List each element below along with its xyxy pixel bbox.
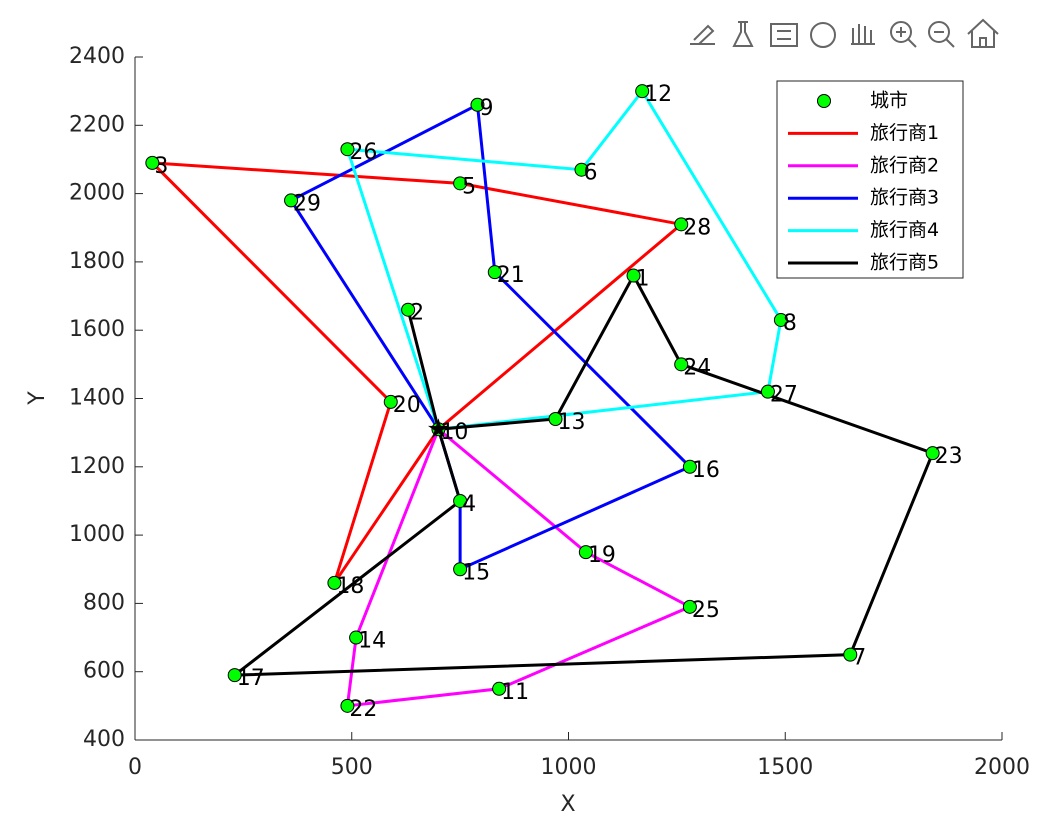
x-tick-label: 1000	[541, 755, 597, 780]
city-marker	[284, 193, 299, 208]
depot-marker	[427, 418, 449, 439]
y-tick-label: 2000	[69, 181, 125, 206]
city-marker	[453, 493, 468, 508]
city-label: 22	[349, 697, 377, 722]
x-tick-label: 2000	[974, 755, 1030, 780]
city-label: 4	[462, 492, 476, 517]
city-marker	[453, 562, 468, 577]
city-label: 27	[770, 383, 798, 408]
city-label: 18	[336, 574, 364, 599]
city-marker	[340, 698, 355, 713]
tool-zoom-in[interactable]	[890, 21, 912, 43]
city-label: 19	[588, 543, 616, 568]
toolbar[interactable]	[690, 18, 999, 48]
city-marker	[492, 681, 507, 696]
city-label: 3	[154, 154, 168, 179]
city-marker	[401, 302, 416, 317]
city-label: 21	[497, 263, 525, 288]
legend-label: 旅行商3	[870, 187, 939, 209]
city-label: 8	[783, 311, 797, 336]
city-label: 5	[462, 174, 476, 199]
city-label: 6	[584, 161, 598, 186]
city-label: 24	[683, 355, 711, 380]
tool-pan[interactable]	[851, 24, 875, 45]
city-marker	[773, 312, 788, 327]
tool-zoom-out[interactable]	[928, 21, 950, 43]
city-label: 12	[644, 82, 672, 107]
y-tick-label: 1600	[69, 317, 125, 342]
city-label: 11	[501, 680, 529, 705]
y-tick-label: 1400	[69, 386, 125, 411]
route	[288, 102, 693, 572]
tool-home[interactable]	[967, 18, 999, 48]
legend-label: 旅行商2	[870, 154, 939, 176]
x-axis-label: X	[560, 792, 575, 817]
city-label: 7	[852, 646, 866, 671]
city-marker	[626, 268, 641, 283]
city-label: 1	[636, 267, 650, 292]
city-label: 2	[410, 301, 424, 326]
city-marker	[227, 668, 242, 683]
tool-legend[interactable]	[770, 23, 798, 47]
legend-label: 旅行商1	[870, 122, 939, 144]
city-marker	[340, 142, 355, 157]
x-tick-label: 500	[331, 755, 373, 780]
city-marker	[674, 217, 689, 232]
city-label: 25	[692, 598, 720, 623]
y-tick-label: 800	[83, 590, 125, 615]
city-marker	[349, 630, 364, 645]
city-marker	[578, 545, 593, 560]
tool-rotate[interactable]	[810, 22, 836, 48]
y-tick-label: 2200	[69, 112, 125, 137]
tool-brush[interactable]	[690, 24, 715, 45]
y-tick-label: 1800	[69, 249, 125, 274]
city-marker	[487, 265, 502, 280]
tool-data[interactable]	[732, 21, 754, 47]
legend-label: 城市	[870, 90, 908, 112]
city-label: 10	[440, 420, 468, 445]
legend-label: 旅行商4	[870, 219, 939, 241]
city-label: 15	[462, 560, 490, 585]
city-label: 14	[358, 629, 386, 654]
city-label: 16	[692, 458, 720, 483]
legend-marker	[817, 94, 831, 108]
city-label: 9	[479, 96, 493, 121]
city-marker	[548, 411, 563, 426]
city-marker	[453, 176, 468, 191]
route	[230, 272, 935, 677]
y-tick-label: 2400	[69, 44, 125, 69]
city-marker	[145, 155, 160, 170]
y-tick-label: 1000	[69, 522, 125, 547]
city-marker	[674, 357, 689, 372]
city-label: 28	[683, 215, 711, 240]
x-tick-label: 1500	[757, 755, 813, 780]
y-tick-label: 600	[83, 659, 125, 684]
city-marker	[682, 599, 697, 614]
city-marker	[635, 84, 650, 99]
city-label: 20	[393, 393, 421, 418]
city-label: 13	[557, 410, 585, 435]
y-tick-label: 400	[83, 727, 125, 752]
y-axis-label: Y	[25, 391, 50, 406]
x-tick-label: 0	[128, 755, 142, 780]
city-marker	[760, 384, 775, 399]
city-marker	[383, 394, 398, 409]
city-marker	[925, 446, 940, 461]
legend	[776, 80, 964, 279]
legend-label: 旅行商5	[870, 252, 939, 274]
city-label: 26	[349, 140, 377, 165]
city-label: 17	[237, 666, 265, 691]
y-tick-label: 1200	[69, 454, 125, 479]
city-label: 29	[293, 191, 321, 216]
city-marker	[327, 575, 342, 590]
city-marker	[574, 162, 589, 177]
city-marker	[843, 647, 858, 662]
city-label: 23	[935, 444, 963, 469]
city-marker	[682, 459, 697, 474]
city-marker	[470, 97, 485, 112]
